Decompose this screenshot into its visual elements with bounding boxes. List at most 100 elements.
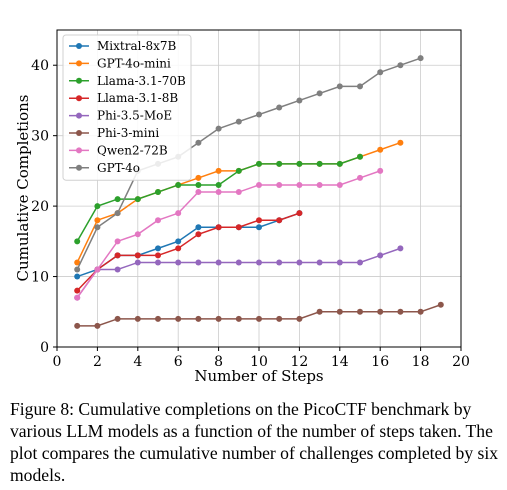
y-tick-label: 0 xyxy=(40,340,49,356)
data-point xyxy=(235,259,242,266)
data-point xyxy=(175,259,182,266)
data-point xyxy=(175,238,182,245)
data-point xyxy=(94,224,101,231)
data-point xyxy=(397,139,404,146)
x-axis-label: Number of Steps xyxy=(194,367,323,385)
data-point xyxy=(256,259,262,266)
data-point xyxy=(256,224,262,231)
data-point xyxy=(296,210,303,217)
data-point xyxy=(276,259,283,266)
data-point xyxy=(397,245,404,252)
data-point xyxy=(316,181,323,188)
data-point xyxy=(195,174,202,181)
series-phi-3-5-moe xyxy=(74,245,404,301)
data-point xyxy=(134,252,141,259)
data-point xyxy=(296,160,303,167)
legend-swatch-marker xyxy=(76,112,82,119)
x-tick-label: 6 xyxy=(174,354,183,370)
data-point xyxy=(155,252,161,259)
legend-item: Qwen2-72B xyxy=(69,143,168,157)
data-point xyxy=(276,160,283,167)
data-point xyxy=(417,308,424,315)
data-point xyxy=(175,181,182,188)
legend-swatch-marker xyxy=(76,95,82,102)
data-point xyxy=(235,224,242,231)
data-point xyxy=(114,196,121,203)
data-point xyxy=(215,125,222,132)
chart-container: 0 2 4 6 8 10 12 14 16 18 20 0 10 20 30 40 Number of Ste… xyxy=(14,29,470,385)
data-point xyxy=(316,90,323,97)
data-point xyxy=(195,181,202,188)
data-point xyxy=(155,189,161,196)
data-point xyxy=(377,252,384,259)
data-point xyxy=(94,217,101,224)
data-point xyxy=(296,181,303,188)
legend-label: Mixtral-8x7B xyxy=(97,39,177,53)
legend-item: Phi-3-mini xyxy=(69,126,159,140)
data-point xyxy=(215,189,222,196)
data-point xyxy=(195,189,202,196)
y-tick-label: 10 xyxy=(31,270,49,286)
series-line xyxy=(76,212,300,278)
data-point xyxy=(175,315,182,322)
x-tick-label: 16 xyxy=(371,354,389,370)
data-point xyxy=(134,196,141,203)
legend-swatch-marker xyxy=(76,147,82,154)
legend-swatch-marker xyxy=(76,43,82,49)
data-point xyxy=(195,315,202,322)
data-point xyxy=(74,266,81,273)
data-point xyxy=(134,315,141,322)
data-point xyxy=(134,231,141,238)
data-point xyxy=(336,259,343,266)
data-point xyxy=(94,203,101,210)
data-point xyxy=(357,174,363,181)
line-chart: 0 2 4 6 8 10 12 14 16 18 20 0 10 20 30 40 Number of Ste… xyxy=(14,29,470,385)
data-point xyxy=(357,259,363,266)
data-point xyxy=(114,252,121,259)
data-point xyxy=(235,315,242,322)
data-point xyxy=(235,189,242,196)
legend-label: Llama-3.1-70B xyxy=(97,74,186,88)
legend-label: Llama-3.1-8B xyxy=(97,91,178,105)
x-tick-label: 18 xyxy=(412,354,430,370)
series-llama-3-1-8b xyxy=(74,210,303,294)
y-tick-label: 20 xyxy=(31,199,49,215)
data-point xyxy=(215,259,222,266)
legend-label: GPT-4o xyxy=(97,161,140,175)
legend-swatch-marker xyxy=(76,77,82,84)
data-point xyxy=(256,181,262,188)
data-point xyxy=(417,55,424,62)
x-tick-label: 2 xyxy=(93,354,102,370)
data-point xyxy=(94,322,101,329)
data-point xyxy=(377,308,384,315)
x-tick-label: 8 xyxy=(214,354,223,370)
data-point xyxy=(74,322,81,329)
data-point xyxy=(357,83,363,90)
data-point xyxy=(215,224,222,231)
y-tick-label: 40 xyxy=(31,58,49,74)
data-point xyxy=(256,315,262,322)
data-point xyxy=(175,210,182,217)
data-point xyxy=(134,259,141,266)
data-point xyxy=(74,287,81,294)
data-point xyxy=(437,301,444,308)
data-point xyxy=(155,259,161,266)
data-point xyxy=(316,160,323,167)
x-tick-label: 20 xyxy=(452,354,470,370)
figure-caption: Figure 8: Cumulative completions on the … xyxy=(10,399,499,485)
series-layer xyxy=(74,55,444,329)
data-point xyxy=(114,315,121,322)
data-point xyxy=(276,217,283,224)
legend-item: Llama-3.1-70B xyxy=(69,74,186,88)
data-point xyxy=(336,308,343,315)
legend-item: Mixtral-8x7B xyxy=(69,39,177,53)
data-point xyxy=(74,273,81,280)
x-tick-label: 14 xyxy=(331,354,349,370)
series-qwen2-72b xyxy=(74,167,384,301)
data-point xyxy=(276,315,283,322)
axis-ticks: 0 2 4 6 8 10 12 14 16 18 20 0 10 20 30 40 xyxy=(31,58,470,370)
data-point xyxy=(316,259,323,266)
legend-label: Phi-3.5-MoE xyxy=(97,109,172,123)
x-tick-label: 0 xyxy=(53,354,62,370)
legend-item: Llama-3.1-8B xyxy=(69,91,178,105)
